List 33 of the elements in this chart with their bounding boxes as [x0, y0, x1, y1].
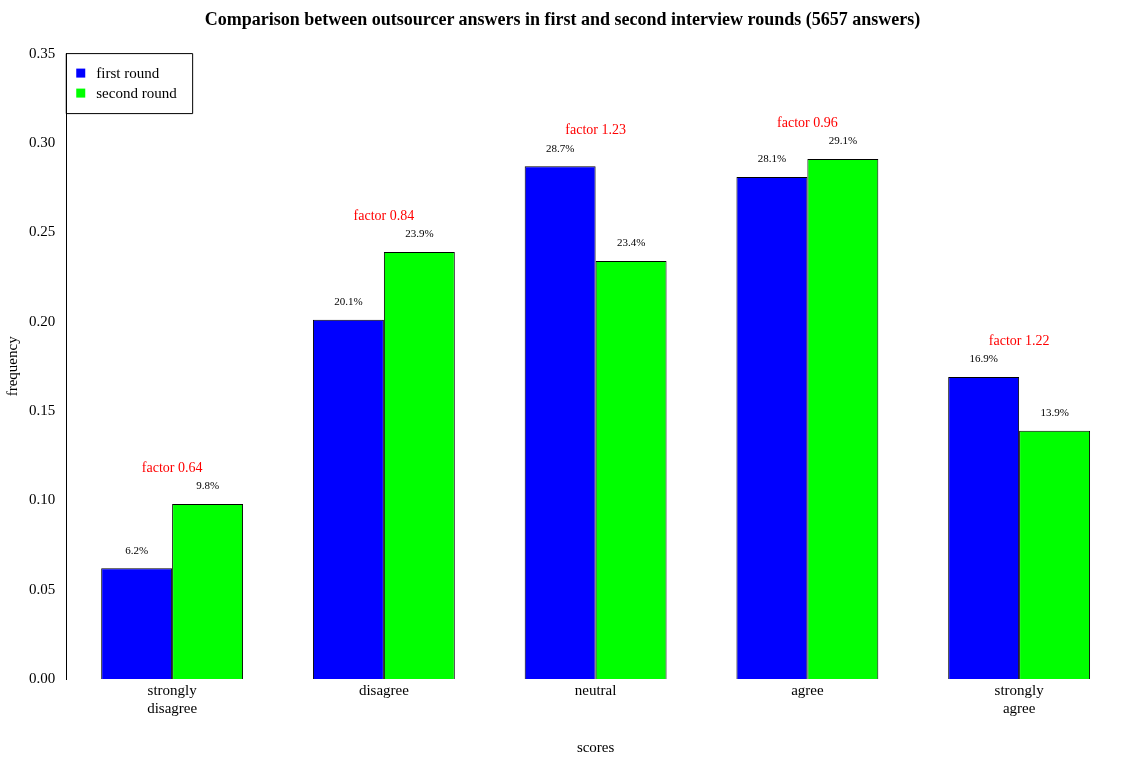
data-label: 20.1% — [334, 295, 363, 308]
chart-title: Comparison between outsourcer answers in first and second interview rounds (5657 answers) — [204, 9, 921, 31]
annotation: factor 0.64 — [141, 459, 203, 475]
data-label: 6.2% — [125, 543, 149, 556]
data-label: 23.4% — [616, 236, 646, 249]
legend-label: second round — [96, 84, 178, 101]
x-tick-label: neutral — [574, 681, 617, 698]
data-label: 16.9% — [969, 352, 998, 365]
annotation: factor 1.22 — [988, 332, 1050, 348]
data-label: 29.1% — [828, 134, 858, 147]
y-tick-label: 0.30 — [29, 133, 56, 150]
y-axis-title: frequency — [3, 335, 20, 397]
x-axis-title: scores — [576, 738, 615, 755]
y-tick-label: 0.10 — [29, 491, 56, 508]
y-tick-label: 0.25 — [29, 223, 56, 240]
x-tick-label: strongly disagree — [147, 681, 198, 716]
data-label: 23.9% — [405, 227, 434, 240]
x-tick-label: strongly agree — [994, 681, 1045, 716]
y-tick-label: 0.35 — [29, 44, 56, 61]
data-label: 9.8% — [196, 479, 220, 492]
data-label: 28.1% — [757, 152, 787, 165]
annotation: factor 1.23 — [565, 121, 626, 137]
y-tick-label: 0.05 — [29, 580, 56, 597]
annotation: factor 0.84 — [353, 207, 415, 223]
data-label: 28.7% — [545, 141, 575, 154]
data-label: 13.9% — [1040, 406, 1069, 419]
y-tick-label: 0.20 — [29, 312, 56, 329]
legend-label: first round — [96, 64, 160, 81]
x-tick-label: agree — [791, 681, 824, 698]
annotation: factor 0.96 — [777, 114, 838, 130]
x-tick-label: disagree — [358, 681, 410, 698]
y-tick-label: 0.00 — [29, 669, 56, 686]
y-tick-label: 0.15 — [29, 401, 56, 418]
